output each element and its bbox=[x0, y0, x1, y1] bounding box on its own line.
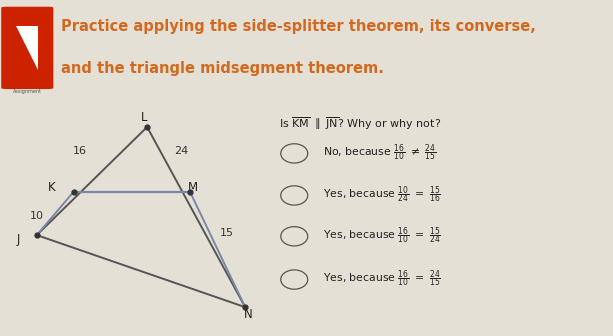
Text: L: L bbox=[141, 111, 147, 124]
Text: No, because $\frac{16}{10}$ $\neq$ $\frac{24}{15}$: No, because $\frac{16}{10}$ $\neq$ $\fra… bbox=[323, 143, 436, 164]
Text: Yes, because $\frac{16}{10}$ $=$ $\frac{15}{24}$: Yes, because $\frac{16}{10}$ $=$ $\frac{… bbox=[323, 225, 441, 247]
Text: 24: 24 bbox=[173, 146, 188, 156]
Text: and the triangle midsegment theorem.: and the triangle midsegment theorem. bbox=[61, 61, 384, 77]
Text: M: M bbox=[188, 180, 198, 194]
Polygon shape bbox=[17, 26, 38, 70]
Text: Is $\overline{\rm KM}$ $\parallel$ $\overline{\rm JN}$? Why or why not?: Is $\overline{\rm KM}$ $\parallel$ $\ove… bbox=[279, 115, 441, 132]
Text: J: J bbox=[17, 234, 20, 246]
Text: Assignment: Assignment bbox=[13, 89, 42, 94]
Text: 16: 16 bbox=[73, 146, 86, 156]
Text: 10: 10 bbox=[30, 211, 44, 221]
Text: Yes, because $\frac{10}{24}$ $=$ $\frac{15}{16}$: Yes, because $\frac{10}{24}$ $=$ $\frac{… bbox=[323, 185, 441, 206]
Text: 15: 15 bbox=[220, 228, 234, 238]
Text: N: N bbox=[244, 308, 253, 321]
Text: Practice applying the side-splitter theorem, its converse,: Practice applying the side-splitter theo… bbox=[61, 19, 536, 34]
Text: K: K bbox=[48, 180, 56, 194]
FancyBboxPatch shape bbox=[1, 7, 53, 89]
Text: Yes, because $\frac{16}{10}$ $=$ $\frac{24}{15}$: Yes, because $\frac{16}{10}$ $=$ $\frac{… bbox=[323, 269, 441, 290]
